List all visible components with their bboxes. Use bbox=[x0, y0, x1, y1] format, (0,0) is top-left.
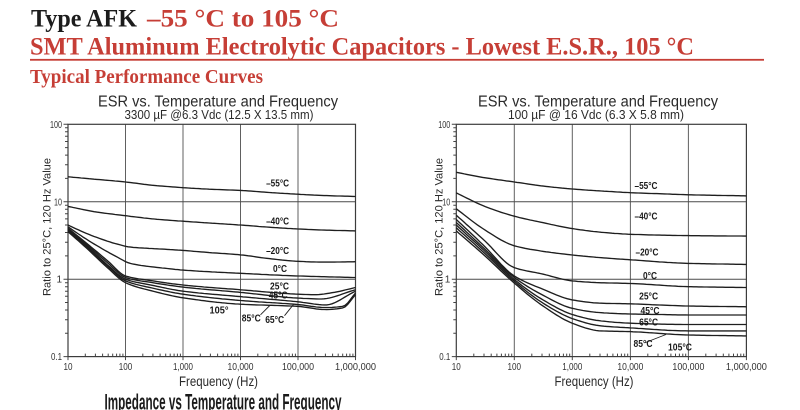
svg-text:Typical Performance Curves: Typical Performance Curves bbox=[30, 66, 263, 88]
svg-text:10: 10 bbox=[54, 197, 62, 208]
svg-text:0°C: 0°C bbox=[643, 271, 657, 282]
svg-text:105°: 105° bbox=[210, 306, 229, 317]
svg-text:85°C: 85°C bbox=[634, 339, 653, 350]
svg-text:ESR vs. Temperature and Freque: ESR vs. Temperature and Frequency bbox=[98, 94, 338, 111]
svg-text:–20°C: –20°C bbox=[266, 246, 289, 257]
svg-text:100,000: 100,000 bbox=[282, 362, 314, 373]
svg-text:0.1: 0.1 bbox=[439, 352, 450, 363]
svg-text:SMT Aluminum Electrolytic Capa: SMT Aluminum Electrolytic Capacitors - L… bbox=[30, 32, 694, 61]
svg-text:0°C: 0°C bbox=[273, 264, 287, 275]
svg-text:Type AFK: Type AFK bbox=[31, 4, 137, 33]
svg-text:Frequency (Hz): Frequency (Hz) bbox=[555, 373, 634, 389]
svg-text:0.1: 0.1 bbox=[51, 352, 62, 363]
svg-text:100: 100 bbox=[438, 120, 450, 131]
svg-text:10: 10 bbox=[64, 362, 73, 373]
svg-text:1,000,000: 1,000,000 bbox=[335, 362, 376, 373]
svg-text:45°C: 45°C bbox=[269, 291, 288, 302]
svg-text:10,000: 10,000 bbox=[228, 362, 254, 373]
svg-text:Ratio to 25°C, 120 Hz Value: Ratio to 25°C, 120 Hz Value bbox=[434, 158, 446, 296]
svg-text:1: 1 bbox=[56, 275, 62, 286]
svg-text:1,000,000: 1,000,000 bbox=[726, 362, 767, 373]
svg-text:1: 1 bbox=[445, 275, 451, 286]
svg-text:85°C: 85°C bbox=[242, 314, 261, 325]
svg-text:–20°C: –20°C bbox=[636, 247, 659, 258]
svg-text:100,000: 100,000 bbox=[672, 362, 704, 373]
svg-text:25°C: 25°C bbox=[639, 291, 658, 302]
svg-text:100: 100 bbox=[119, 362, 133, 373]
svg-text:–55 °C to 105 °C: –55 °C to 105 °C bbox=[146, 4, 339, 33]
svg-text:–55°C: –55°C bbox=[635, 181, 658, 192]
svg-text:100: 100 bbox=[508, 362, 522, 373]
svg-text:10: 10 bbox=[442, 197, 450, 208]
svg-text:–40°C: –40°C bbox=[266, 217, 289, 228]
svg-text:–55°C: –55°C bbox=[266, 178, 289, 189]
svg-text:25°C: 25°C bbox=[270, 282, 289, 293]
svg-text:100: 100 bbox=[50, 120, 62, 131]
svg-text:1,000: 1,000 bbox=[173, 362, 193, 373]
svg-text:10: 10 bbox=[452, 362, 461, 373]
svg-text:65°C: 65°C bbox=[639, 317, 658, 328]
svg-text:100 µF @ 16 Vdc (6.3 X 5.8 mm: 100 µF @ 16 Vdc (6.3 X 5.8 mm) bbox=[508, 107, 684, 122]
svg-text:Frequency (Hz): Frequency (Hz) bbox=[179, 373, 258, 389]
svg-text:–40°C: –40°C bbox=[635, 211, 658, 222]
svg-text:Impedance vs Temperature and F: Impedance vs Temperature and Frequency bbox=[105, 390, 342, 410]
svg-text:3300 µF @6.3 Vdc (12.5 X 13.5: 3300 µF @6.3 Vdc (12.5 X 13.5 mm) bbox=[125, 107, 314, 122]
svg-text:10,000: 10,000 bbox=[617, 362, 643, 373]
svg-text:1,000: 1,000 bbox=[562, 362, 582, 373]
svg-text:45°C: 45°C bbox=[641, 306, 660, 317]
svg-text:105°C: 105°C bbox=[668, 342, 692, 353]
svg-text:ESR vs. Temperature and Freque: ESR vs. Temperature and Frequency bbox=[478, 94, 718, 111]
svg-text:65°C: 65°C bbox=[265, 315, 284, 326]
svg-text:Ratio to 25°C, 120 Hz Value: Ratio to 25°C, 120 Hz Value bbox=[42, 158, 54, 296]
